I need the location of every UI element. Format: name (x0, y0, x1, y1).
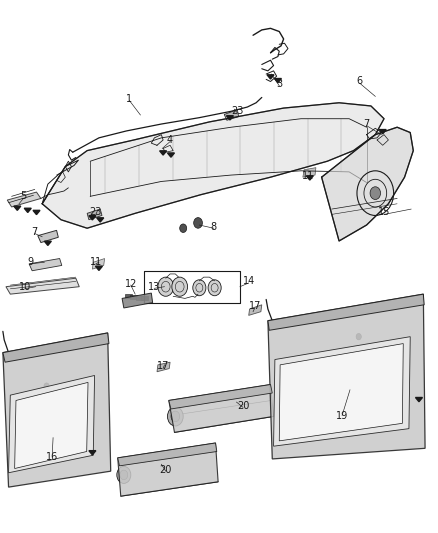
Text: 1: 1 (127, 94, 133, 104)
Circle shape (172, 277, 187, 296)
Circle shape (171, 411, 180, 422)
Polygon shape (87, 209, 102, 220)
Text: 12: 12 (125, 279, 137, 288)
Polygon shape (169, 384, 274, 432)
Text: 17: 17 (249, 301, 261, 311)
Text: 20: 20 (159, 465, 172, 474)
Polygon shape (6, 278, 79, 294)
Circle shape (117, 466, 131, 483)
Polygon shape (268, 294, 425, 459)
Text: 8: 8 (211, 222, 217, 232)
Text: 7: 7 (32, 227, 38, 237)
Polygon shape (92, 259, 105, 269)
Circle shape (356, 334, 361, 340)
Polygon shape (141, 296, 148, 301)
Circle shape (167, 407, 183, 426)
Polygon shape (268, 294, 424, 330)
Polygon shape (95, 266, 102, 270)
Polygon shape (122, 293, 152, 308)
Polygon shape (249, 305, 262, 316)
Polygon shape (167, 153, 174, 157)
Polygon shape (224, 110, 239, 120)
Circle shape (194, 217, 202, 228)
Polygon shape (89, 450, 96, 455)
Text: 17: 17 (157, 361, 170, 372)
Text: 11: 11 (90, 257, 102, 267)
Polygon shape (3, 333, 109, 362)
Text: 23: 23 (231, 106, 244, 116)
Polygon shape (44, 241, 51, 246)
Polygon shape (42, 103, 384, 228)
Polygon shape (7, 192, 41, 207)
Text: 16: 16 (46, 452, 58, 462)
Polygon shape (226, 116, 233, 120)
Polygon shape (89, 216, 96, 220)
Text: 3: 3 (276, 79, 283, 89)
Circle shape (193, 280, 206, 296)
Polygon shape (3, 333, 111, 487)
Text: 11: 11 (302, 171, 314, 181)
Polygon shape (275, 78, 282, 83)
Polygon shape (267, 75, 274, 79)
Text: 14: 14 (243, 277, 255, 286)
Text: 20: 20 (237, 401, 249, 411)
Circle shape (44, 383, 49, 389)
Text: 4: 4 (167, 135, 173, 145)
Text: 15: 15 (378, 207, 390, 217)
Text: 6: 6 (357, 77, 363, 86)
Text: 23: 23 (90, 207, 102, 217)
Polygon shape (306, 176, 313, 180)
Circle shape (120, 470, 128, 480)
Polygon shape (157, 362, 170, 372)
Text: 5: 5 (20, 191, 27, 201)
Polygon shape (38, 230, 58, 243)
Polygon shape (33, 211, 40, 215)
Polygon shape (131, 295, 138, 299)
Circle shape (370, 187, 381, 199)
Polygon shape (125, 294, 132, 298)
Polygon shape (14, 382, 88, 469)
Polygon shape (118, 443, 217, 466)
Polygon shape (274, 337, 410, 446)
Polygon shape (379, 130, 386, 134)
Polygon shape (279, 344, 403, 441)
Polygon shape (118, 443, 218, 496)
Polygon shape (24, 208, 31, 213)
Polygon shape (303, 167, 316, 177)
Polygon shape (321, 127, 413, 241)
Polygon shape (416, 398, 423, 402)
Circle shape (208, 280, 221, 296)
Circle shape (180, 224, 187, 232)
Polygon shape (136, 295, 143, 300)
Text: 19: 19 (336, 411, 348, 422)
Polygon shape (29, 259, 62, 271)
Polygon shape (14, 206, 21, 211)
Circle shape (158, 277, 173, 296)
Text: 7: 7 (364, 119, 370, 129)
Polygon shape (97, 218, 104, 222)
Text: 10: 10 (18, 282, 31, 292)
Text: 13: 13 (148, 282, 160, 292)
Polygon shape (159, 151, 166, 155)
Polygon shape (9, 375, 95, 473)
Text: 9: 9 (27, 257, 33, 267)
Polygon shape (169, 384, 272, 409)
